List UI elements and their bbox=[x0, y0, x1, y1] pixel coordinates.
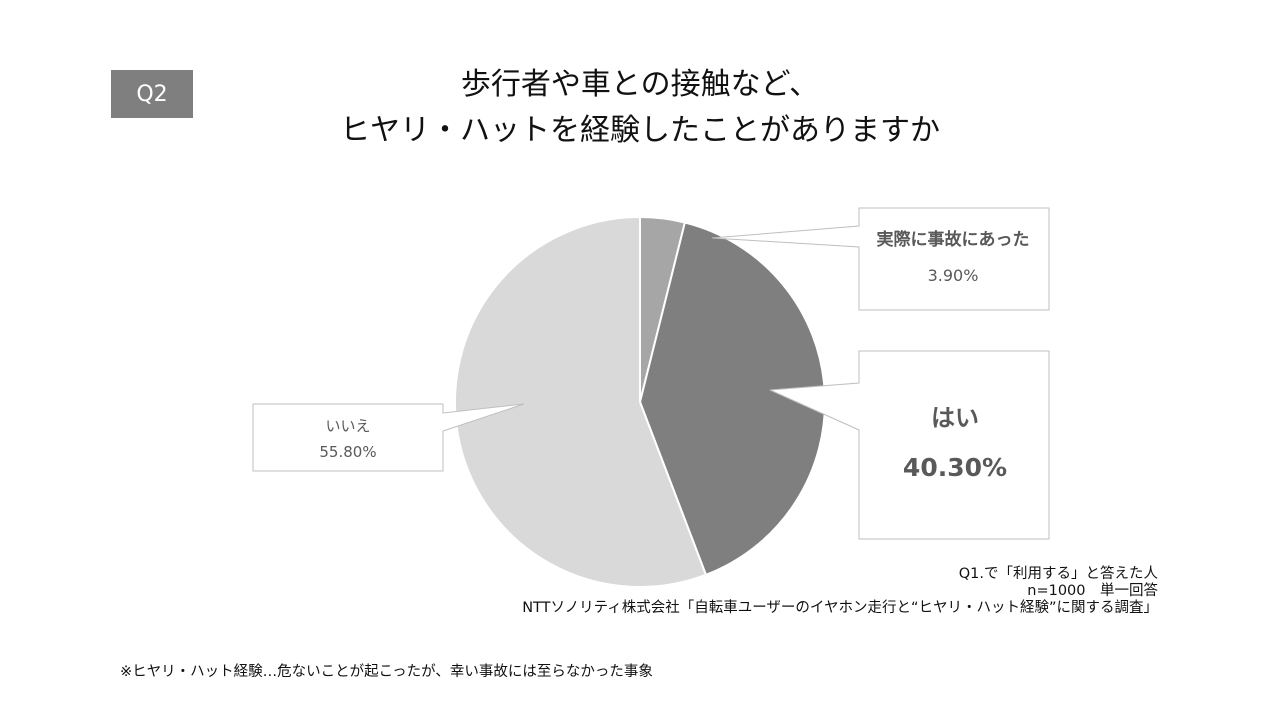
question-badge: Q2 bbox=[111, 70, 193, 118]
source-line-1: Q1.で「利用する」と答えた人 bbox=[958, 566, 1158, 582]
chart-title: 歩行者や車との接触など、 ヒヤリ・ハットを経験したことがありますか bbox=[240, 62, 1040, 154]
source-note: Q1.で「利用する」と答えた人 n=1000 単一回答 NTTソノリティ株式会社… bbox=[522, 566, 1158, 617]
slice-value-accident: 3.90% bbox=[928, 266, 979, 285]
slice-label-no: いいえ bbox=[325, 417, 370, 435]
callout-yes: はい 40.30% bbox=[769, 350, 1050, 540]
source-line-3: NTTソノリティ株式会社「自転車ユーザーのイヤホン走行と“ヒヤリ・ハット経験”に… bbox=[522, 600, 1158, 616]
callout-no: いいえ 55.80% bbox=[252, 403, 525, 472]
pie-slice-no bbox=[454, 215, 708, 588]
callout-accident: 実際に事故にあった 3.90% bbox=[711, 207, 1050, 311]
slice-value-yes: 40.30% bbox=[903, 453, 1007, 482]
footnote: ※ヒヤリ・ハット経験…危ないことが起こったが、幸い事故には至らなかった事象 bbox=[120, 664, 653, 680]
title-line-1: 歩行者や車との接触など、 bbox=[460, 67, 820, 102]
title-line-2: ヒヤリ・ハットを経験したことがありますか bbox=[340, 113, 940, 148]
slice-label-accident: 実際に事故にあった bbox=[877, 229, 1030, 250]
source-line-2: n=1000 単一回答 bbox=[1027, 583, 1158, 599]
slice-value-no: 55.80% bbox=[319, 443, 376, 461]
pie-slices bbox=[454, 215, 826, 588]
slice-label-yes: はい bbox=[931, 404, 979, 432]
